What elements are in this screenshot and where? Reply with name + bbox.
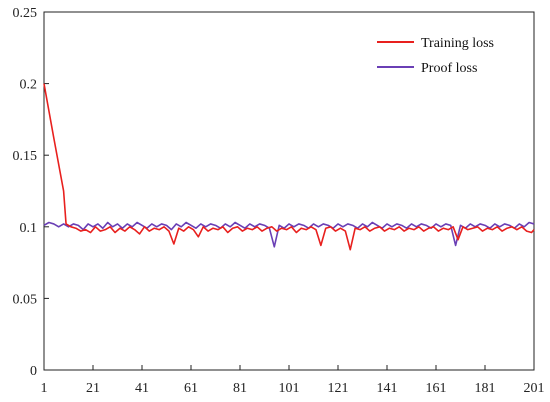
y-tick-label: 0 [30,364,37,379]
series-line-training-loss [43,83,535,251]
x-tick-label: 201 [524,381,545,396]
x-tick-label: 41 [135,381,149,396]
y-tick-label: 0.15 [13,149,38,164]
x-tick-label: 181 [475,381,496,396]
x-tick-label: 21 [86,381,100,396]
y-axis-ticks: 0 0.05 0.1 0.15 0.2 0.25 [13,6,49,379]
x-tick-label: 101 [279,381,300,396]
x-tick-label: 121 [328,381,349,396]
x-tick-label: 61 [184,381,198,396]
x-tick-label: 1 [41,381,48,396]
series-line-proof-loss [43,221,535,248]
x-tick-label: 81 [233,381,247,396]
series-layer [43,83,535,251]
legend-label-proof-loss: Proof loss [421,61,477,76]
x-axis-ticks: 1 21 41 61 81 101 121 141 161 181 201 [41,365,545,396]
y-tick-label: 0.05 [13,292,38,307]
legend: Training loss Proof loss [377,36,494,76]
legend-label-training-loss: Training loss [421,36,494,51]
y-tick-label: 0.2 [20,78,38,93]
y-tick-label: 0.25 [13,6,38,21]
x-tick-label: 161 [426,381,447,396]
y-tick-label: 0.1 [20,221,38,236]
x-tick-label: 141 [377,381,398,396]
